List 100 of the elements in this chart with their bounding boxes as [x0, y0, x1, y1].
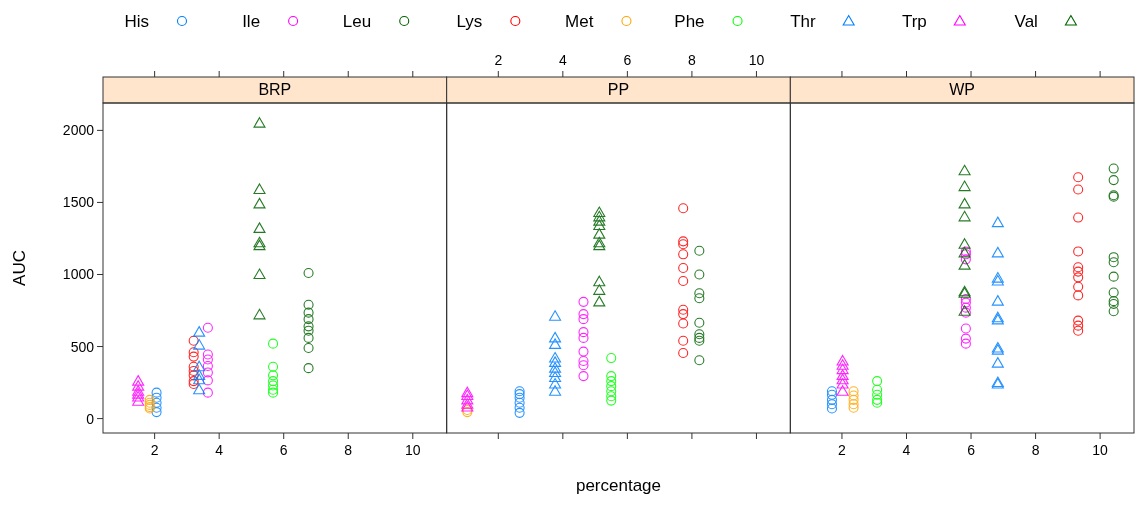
point	[872, 389, 883, 400]
point	[678, 309, 689, 320]
point	[549, 385, 562, 396]
point	[268, 370, 279, 381]
point	[253, 222, 266, 233]
point	[836, 354, 849, 366]
x-tick-label: 2	[150, 442, 159, 458]
legend-label: Met	[565, 12, 594, 31]
point	[202, 322, 213, 333]
point	[578, 346, 589, 357]
y-axis-title: AUC	[10, 250, 29, 286]
point	[253, 197, 266, 209]
x-tick-label: 8	[344, 442, 353, 458]
point	[593, 228, 606, 239]
point	[1108, 287, 1119, 298]
chart-title: PP	[607, 81, 630, 98]
legend-label: Thr	[790, 12, 817, 31]
x-tick-label: 4	[558, 52, 567, 68]
point	[549, 356, 562, 367]
point	[578, 314, 589, 325]
x-tick-label: 10	[404, 442, 421, 458]
point	[960, 338, 971, 349]
point	[303, 299, 314, 310]
point	[606, 391, 617, 402]
point	[303, 325, 314, 336]
point	[836, 373, 849, 385]
point	[606, 353, 617, 364]
point	[461, 393, 474, 405]
point	[202, 387, 213, 398]
point	[848, 390, 859, 401]
point	[1108, 306, 1119, 317]
point	[606, 376, 617, 387]
point	[606, 386, 617, 397]
point	[578, 360, 589, 371]
point	[303, 314, 314, 325]
x-tick-label: 4	[902, 442, 911, 458]
y-tick-label: 1000	[62, 266, 95, 283]
point	[202, 360, 213, 372]
chart-title: BRP	[258, 81, 292, 98]
point	[960, 333, 971, 344]
point	[303, 332, 314, 343]
point	[549, 352, 562, 363]
point	[826, 399, 838, 410]
x-tick-label: 6	[967, 442, 976, 458]
point	[1073, 320, 1084, 331]
legend-label: Lys	[456, 12, 483, 31]
point	[593, 284, 606, 295]
point	[1073, 272, 1084, 283]
legend-label: Phe	[674, 12, 705, 31]
point	[151, 392, 162, 403]
point	[578, 327, 589, 338]
point	[132, 395, 145, 406]
point	[593, 295, 606, 307]
point	[960, 293, 971, 305]
point	[202, 375, 213, 386]
point	[593, 215, 606, 226]
point	[193, 360, 206, 372]
point	[872, 376, 883, 387]
point	[606, 381, 617, 392]
x-tick-label: 2	[838, 442, 847, 458]
point	[549, 338, 562, 349]
point	[678, 275, 689, 287]
chart-title: WP	[949, 81, 976, 98]
point	[549, 362, 562, 373]
point	[958, 164, 971, 176]
point	[1073, 281, 1084, 292]
point	[593, 206, 606, 218]
point	[836, 369, 849, 380]
point	[1073, 315, 1084, 326]
point	[188, 347, 199, 358]
point	[593, 275, 606, 287]
point	[268, 338, 279, 349]
point	[678, 335, 689, 346]
point	[958, 259, 971, 270]
point	[694, 355, 705, 366]
x-tick-label: 10	[748, 52, 765, 68]
point	[958, 210, 971, 222]
point	[836, 359, 849, 370]
point	[193, 326, 206, 337]
point	[1073, 246, 1084, 257]
point	[678, 262, 689, 274]
point	[1108, 252, 1119, 263]
point	[514, 402, 525, 413]
point	[188, 361, 199, 372]
point	[836, 363, 849, 375]
point	[303, 342, 314, 354]
point	[960, 323, 971, 334]
point	[549, 310, 562, 321]
point	[549, 366, 562, 378]
point	[303, 363, 314, 374]
y-tick-label: 2000	[62, 122, 95, 139]
point	[151, 387, 162, 398]
legend-label: Ile	[242, 12, 261, 31]
x-tick-label: 6	[623, 52, 632, 68]
point	[678, 318, 689, 329]
point	[253, 117, 266, 128]
point	[1073, 172, 1084, 183]
point	[1108, 271, 1119, 282]
point	[151, 397, 162, 408]
point	[958, 180, 971, 192]
